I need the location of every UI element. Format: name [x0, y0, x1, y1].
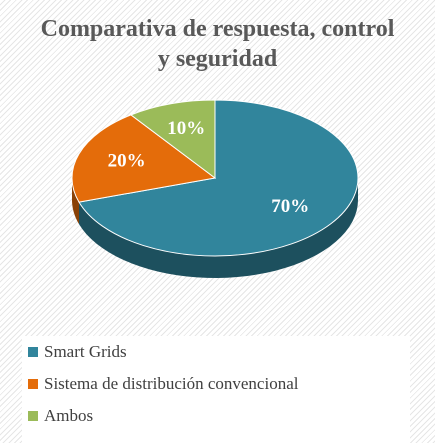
pie-slice [129, 99, 216, 180]
pie-slice [71, 114, 217, 203]
legend-item: Ambos [22, 400, 410, 432]
legend-label: Sistema de distribución convencional [44, 374, 299, 393]
legend-label: Ambos [44, 406, 94, 425]
pie-side [72, 178, 79, 225]
legend: Smart Grids Sistema de distribución conve… [22, 336, 410, 443]
chart-title: Comparativa de respuesta, control y segu… [40, 16, 395, 72]
legend-swatch [28, 379, 38, 389]
legend-item: Smart Grids [22, 336, 410, 368]
legend-item: Sistema de distribución convencional [22, 368, 410, 400]
legend-swatch [28, 347, 38, 357]
legend-label: Smart Grids [44, 342, 127, 361]
pie-side [78, 178, 359, 278]
pie-slice [78, 99, 359, 257]
data-label: 10% [167, 118, 205, 139]
data-label: 20% [108, 151, 146, 172]
data-label: 70% [271, 196, 309, 217]
legend-swatch [28, 411, 38, 421]
